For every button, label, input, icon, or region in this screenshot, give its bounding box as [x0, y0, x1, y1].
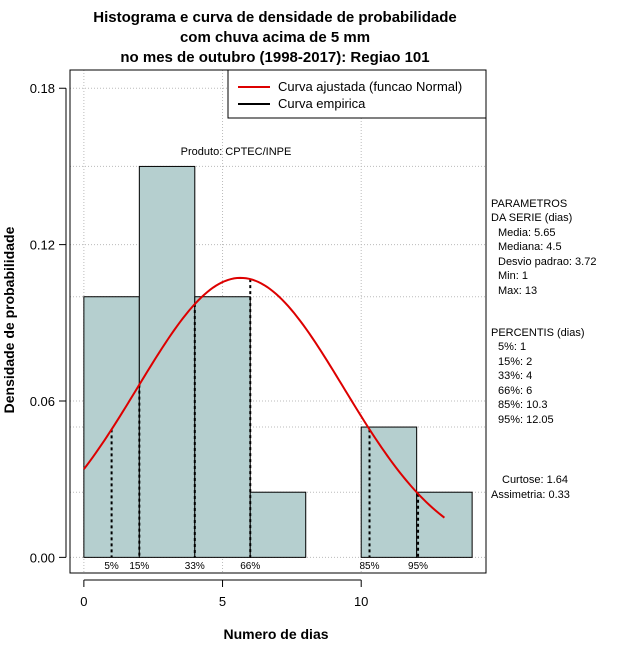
side-panel: PARAMETROS DA SERIE (dias) Media: 5.65 M…: [491, 198, 596, 501]
bar-0: [83, 296, 140, 558]
param-sd: Desvio padrao: 3.72: [498, 256, 596, 268]
legend-box: [227, 69, 487, 119]
normal-curve-group: [83, 276, 446, 519]
y-axis-label: Densidade de probabilidade: [1, 226, 17, 413]
percentile-label-4: 85%: [360, 561, 380, 572]
param-max: Max: 13: [498, 285, 537, 297]
x-tick-label-1: 5: [219, 594, 226, 609]
percentile-label-0: 5%: [104, 561, 119, 572]
percentil-95: 95%: 12.05: [498, 414, 554, 426]
x-tick-label-0: 0: [80, 594, 87, 609]
param-median: Mediana: 4.5: [498, 241, 562, 253]
kurtosis: Curtose: 1.64: [502, 474, 568, 486]
skewness: Assimetria: 0.33: [491, 489, 570, 501]
y-tick-label-0: 0.00: [30, 550, 55, 565]
percentil-15: 15%: 2: [498, 356, 532, 368]
x-tick-label-2: 10: [354, 594, 368, 609]
chart-title-line-2: com chuva acima de 5 mm: [180, 29, 370, 46]
param-mean: Media: 5.65: [498, 227, 555, 239]
bar-3: [249, 491, 307, 558]
percentis-title: PERCENTIS (dias): [491, 327, 585, 339]
product-annotation: Produto: CPTEC/INPE: [181, 146, 292, 158]
percentil-33: 33%: 4: [498, 370, 532, 382]
x-axis-label: Numero de dias: [223, 626, 328, 642]
percentile-labels: 5% 15% 33% 66% 85% 95%: [104, 561, 428, 572]
histogram-bars: [83, 165, 473, 558]
legend: Curva ajustada (funcao Normal) Curva emp…: [227, 69, 487, 119]
normal-curve: [83, 276, 446, 519]
percentil-5: 5%: 1: [498, 341, 526, 353]
bar-1: [138, 165, 196, 558]
chart-title-line-1: Histograma e curva de densidade de proba…: [93, 9, 456, 26]
y-tick-label-3: 0.18: [30, 81, 55, 96]
percentil-85: 85%: 10.3: [498, 399, 548, 411]
legend-label-empirical: Curva empirica: [278, 96, 366, 111]
percentile-label-2: 33%: [185, 561, 205, 572]
chart-title-line-3: no mes de outubro (1998-2017): Regiao 10…: [120, 49, 429, 66]
legend-label-fitted: Curva ajustada (funcao Normal): [278, 79, 462, 94]
percentile-label-3: 66%: [240, 561, 260, 572]
bar-2: [194, 296, 251, 558]
percentile-lines: [110, 279, 420, 558]
axes: 0 5 10 0.00 0.06 0.12 0.18: [30, 81, 369, 609]
percentile-label-5: 95%: [408, 561, 428, 572]
params-title-line-1: PARAMETROS: [491, 198, 567, 210]
y-tick-label-1: 0.06: [30, 394, 55, 409]
param-min: Min: 1: [498, 270, 528, 282]
y-tick-label-2: 0.12: [30, 238, 55, 253]
percentil-66: 66%: 6: [498, 385, 532, 397]
percentile-label-1: 15%: [129, 561, 149, 572]
params-title-line-2: DA SERIE (dias): [491, 212, 572, 224]
